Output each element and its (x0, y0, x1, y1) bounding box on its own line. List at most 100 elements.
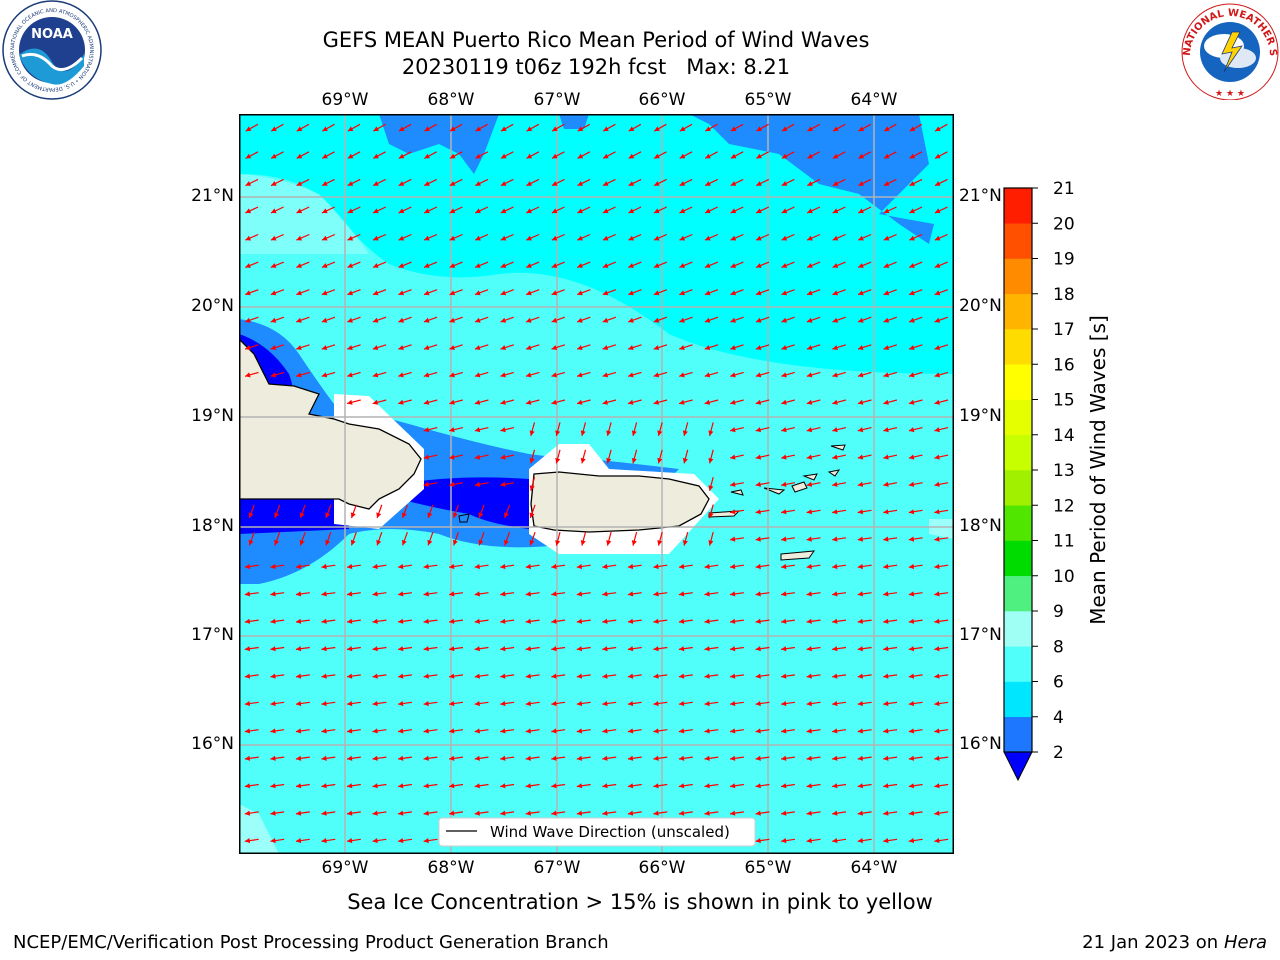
wave-arrow-head (704, 399, 711, 405)
wave-arrow-head (653, 783, 659, 789)
wave-arrow-head (832, 399, 838, 405)
wave-arrow-head (883, 427, 889, 433)
colorbar-bin (1004, 575, 1032, 612)
wave-arrow-head (934, 290, 941, 296)
wave-arrow-head (474, 783, 480, 789)
wave-arrow-head (806, 317, 813, 323)
wave-arrow-head (806, 563, 812, 570)
wave-arrow-head (653, 345, 660, 350)
lon-label-top: 68°W (427, 90, 475, 110)
wave-arrow-head (653, 290, 660, 296)
wave-arrow-head (883, 263, 890, 268)
lat-label-right: 19°N (959, 406, 1002, 426)
legend-label: Wind Wave Direction (unscaled) (490, 823, 730, 841)
wave-arrow-head (807, 263, 813, 268)
wave-arrow-head (883, 454, 889, 460)
wave-arrow-head (475, 317, 481, 323)
colorbar-bin (1004, 364, 1032, 400)
wave-arrow-head (627, 646, 634, 652)
wave-arrow-head (806, 728, 812, 734)
colorbar-tick-label: 8 (1053, 637, 1064, 657)
wave-arrow-head (500, 372, 506, 378)
wave-arrow-head (449, 317, 455, 323)
wave-arrow-head (934, 701, 940, 707)
wave-arrow-head (883, 536, 889, 542)
wave-arrow-head (704, 701, 710, 707)
wave-arrow-head (295, 618, 302, 624)
colorbar-tick-label: 4 (1053, 708, 1064, 728)
wave-arrow-head (270, 591, 276, 597)
wave-arrow-head (653, 701, 659, 707)
wave-arrow-head (423, 728, 429, 734)
wave-arrow-head (806, 673, 812, 679)
wave-arrow-head (296, 126, 303, 132)
wave-arrow-head (602, 563, 608, 570)
wave-arrow-head (576, 755, 583, 761)
wave-arrow-head (245, 153, 252, 159)
wave-arrow-head (270, 646, 276, 652)
colorbar-bin (1004, 505, 1032, 541)
wave-arrow-head (781, 372, 787, 378)
wave-arrow-head (858, 235, 864, 241)
wave-arrow-head (449, 618, 455, 624)
wave-arrow-head (883, 783, 889, 789)
wave-arrow-head (347, 701, 353, 707)
wave-arrow-head (755, 646, 761, 652)
wave-arrow-head (858, 153, 865, 159)
wave-arrow-head (934, 481, 940, 487)
wave-arrow-head (244, 810, 251, 816)
map-legend: Wind Wave Direction (unscaled) (438, 817, 756, 847)
wave-arrow-head (755, 673, 761, 679)
wave-arrow-head (398, 290, 404, 296)
wave-arrow-head (526, 290, 532, 296)
wave-arrow-head (526, 263, 532, 268)
wave-arrow-head (576, 563, 583, 570)
sea-ice-note: Sea Ice Concentration > 15% is shown in … (347, 890, 933, 914)
wave-arrow-head (730, 126, 737, 132)
wave-arrow-head (832, 536, 838, 542)
wave-arrow-head (449, 755, 455, 761)
wave-arrow-head (376, 539, 382, 546)
wave-arrow-head (908, 454, 915, 460)
wave-arrow-head (909, 208, 915, 214)
wave-arrow-head (679, 317, 685, 323)
chart-title-line2: 20230119 t06z 192h fcst Max: 8.21 (401, 55, 791, 79)
wave-arrow-head (832, 481, 838, 487)
wave-arrow-head (678, 618, 685, 624)
wave-arrow-head (577, 372, 583, 378)
wave-arrow-head (628, 372, 634, 378)
wave-arrow-head (245, 208, 252, 214)
wave-arrow-head (347, 618, 353, 624)
wave-arrow-head (934, 783, 940, 789)
wave-arrow-head (577, 153, 584, 159)
wave-arrow-head (704, 783, 710, 789)
wave-arrow-head (934, 399, 940, 405)
wave-arrow-head (781, 563, 787, 570)
wave-arrow-head (708, 430, 714, 436)
wave-arrow-head (245, 235, 251, 241)
wave-arrow-head (270, 701, 276, 707)
wave-arrow-head (934, 755, 940, 761)
svg-text:★ ★ ★: ★ ★ ★ (1215, 89, 1245, 99)
wave-arrow-head (576, 673, 583, 679)
wave-arrow-head (756, 126, 762, 132)
wave-arrow-head (857, 591, 863, 597)
wave-arrow-head (449, 481, 455, 487)
wave-arrow-head (781, 181, 788, 186)
wave-arrow-head (398, 372, 404, 378)
wave-arrow-head (730, 563, 736, 570)
wave-arrow-head (500, 290, 507, 296)
wave-arrow-head (832, 591, 838, 597)
wave-arrow-head (449, 235, 456, 241)
colorbar-tick-label: 14 (1053, 426, 1075, 446)
wave-arrow-head (806, 701, 812, 707)
wave-arrow-head (705, 153, 711, 159)
wave-arrow-head (806, 591, 812, 597)
wave-arrow-head (857, 399, 864, 405)
wave-arrow-head (347, 810, 353, 816)
wave-arrow-head (500, 701, 506, 707)
wave-arrow-head (500, 755, 506, 761)
wave-arrow-head (551, 208, 558, 214)
wave-arrow-head (551, 646, 557, 652)
wave-arrow-head (708, 457, 714, 464)
